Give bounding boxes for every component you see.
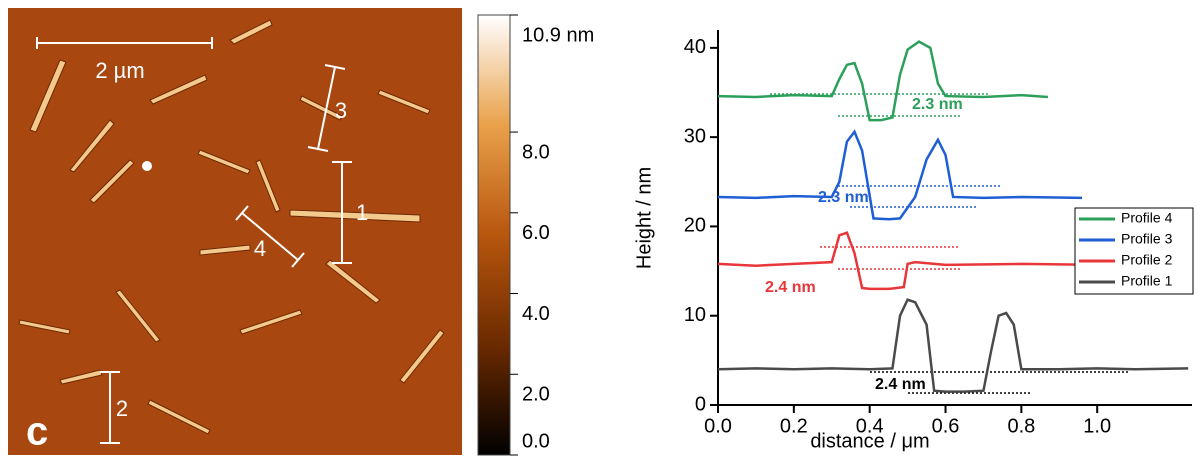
profile-marker: 3 — [335, 98, 347, 123]
y-axis-label: Height / nm — [633, 167, 655, 269]
legend-label: Profile 2 — [1121, 252, 1173, 268]
x-tick-label: 0.6 — [932, 415, 960, 437]
y-tick-label: 0 — [695, 393, 706, 415]
y-tick-label: 40 — [684, 36, 706, 58]
colorbar-tick-label: 8.0 — [522, 141, 550, 163]
profile-line — [717, 129, 1083, 221]
profile-line — [717, 298, 1189, 393]
colorbar-tick-label: 2.0 — [522, 384, 550, 406]
legend-label: Profile 4 — [1121, 210, 1173, 226]
annotation: 2.4 nm — [875, 376, 926, 393]
legend-box — [1074, 207, 1194, 295]
colorbar-tick-label: 4.0 — [522, 303, 550, 325]
profile-line — [717, 231, 1174, 291]
x-tick-label: 0.2 — [780, 415, 808, 437]
annotation: 2.3 nm — [912, 96, 963, 113]
colorbar-tick-label: 6.0 — [522, 222, 550, 244]
colorbar-tick-label: 10.9 nm — [522, 24, 594, 46]
annotation: 2.3 nm — [818, 189, 869, 206]
scale-bar-label: 2 µm — [95, 58, 144, 83]
colorbar-tick-label: 0.0 — [522, 430, 550, 452]
y-tick-label: 30 — [684, 125, 706, 147]
colorbar — [477, 14, 511, 456]
annotation: 2.4 nm — [765, 279, 816, 296]
y-tick-label: 20 — [684, 215, 706, 237]
profile-marker: 4 — [254, 236, 266, 261]
panel-label: c — [26, 410, 48, 454]
legend-label: Profile 1 — [1121, 273, 1173, 289]
profile-marker: 1 — [356, 200, 368, 225]
afm-image: 2 µm 1 2 3 4 c — [8, 8, 462, 455]
y-tick-label: 10 — [684, 304, 706, 326]
x-tick-label: 0.8 — [1007, 415, 1035, 437]
legend-label: Profile 3 — [1121, 231, 1173, 247]
x-tick-label: 1.0 — [1083, 415, 1111, 437]
profile-line — [717, 40, 1048, 122]
profile-marker: 2 — [116, 396, 128, 421]
x-tick-label: 0.4 — [856, 415, 884, 437]
x-tick-label: 0.0 — [704, 415, 732, 437]
x-axis-label: distance / μm — [810, 430, 929, 452]
